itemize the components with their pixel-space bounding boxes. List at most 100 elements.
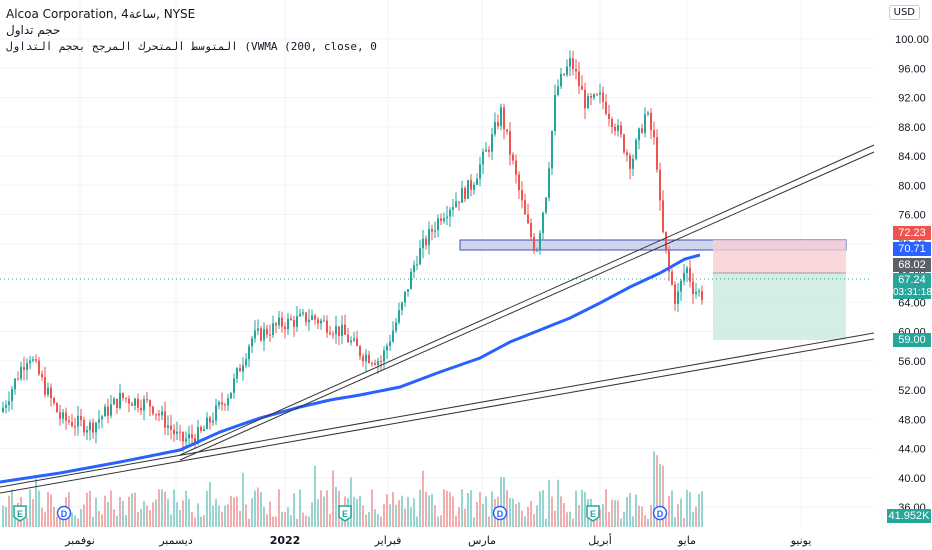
candle-body (278, 317, 280, 326)
candle-body (389, 341, 391, 346)
candle-body (455, 201, 457, 207)
earnings-marker[interactable]: E (13, 505, 27, 522)
candle-body (611, 118, 613, 127)
volume-bar (176, 502, 178, 527)
candle-body (368, 354, 370, 363)
volume-bar (146, 505, 148, 527)
volume-bar (116, 515, 118, 527)
volume-bar (128, 496, 130, 527)
volume-bar (107, 501, 109, 527)
volume-bar (170, 514, 172, 527)
upper-trendline-b[interactable] (179, 151, 875, 461)
candle-body (554, 94, 556, 131)
volume-bar (161, 489, 163, 527)
candle-body (275, 323, 277, 326)
volume-bar (182, 500, 184, 527)
volume-bar (104, 495, 106, 527)
candle-body (215, 405, 217, 421)
candle-body (416, 264, 418, 266)
candle-body (296, 316, 298, 327)
volume-bar (596, 516, 598, 527)
candle-body (626, 152, 628, 156)
earnings-marker[interactable]: E (586, 505, 600, 522)
volume-bar (434, 505, 436, 527)
volume-legend[interactable]: حجم تداول (6, 23, 61, 37)
volume-bar (521, 510, 523, 527)
volume-bar (77, 518, 79, 527)
candle-body (74, 426, 76, 428)
candle-body (71, 421, 73, 427)
volume-bar (512, 498, 514, 527)
candle-body (20, 367, 22, 379)
candle-body (260, 328, 262, 341)
volume-bar (188, 498, 190, 527)
volume-bar (524, 516, 526, 527)
vwma-legend[interactable]: المتوسط المتحرك المرجح بحجم التداول (VWM… (6, 40, 377, 53)
volume-bar (635, 494, 637, 527)
symbol-legend[interactable]: Alcoa Corporation, 4ساعة, NYSE (6, 7, 196, 21)
candle-body (335, 326, 337, 335)
candle-body (245, 359, 247, 366)
candle-body (407, 289, 409, 292)
volume-bar (332, 470, 334, 527)
volume-bar (479, 491, 481, 527)
candle-body (383, 350, 385, 362)
dividend-marker[interactable]: D (492, 505, 508, 521)
candle-body (473, 184, 475, 190)
currency-button[interactable]: USD (888, 5, 920, 20)
volume-bar (179, 510, 181, 527)
vwma-badge: 70.71 (893, 242, 931, 256)
volume-bar (659, 464, 661, 527)
dividend-marker[interactable]: D (56, 505, 72, 521)
candle-body (638, 128, 640, 141)
take-profit-zone[interactable] (713, 273, 846, 340)
volume-bar (197, 503, 199, 527)
volume-bar (47, 492, 49, 527)
candle-body (503, 107, 505, 130)
volume-bar (299, 489, 301, 527)
price-tick-label: 56.00 (898, 356, 926, 368)
time-axis[interactable]: نوفمبر ديسمبر 2022 فبراير مارس أبريل مايو يونيو (64, 533, 811, 547)
upper-trendline-a[interactable] (179, 144, 875, 456)
candle-body (578, 71, 580, 87)
volume-bar (626, 497, 628, 527)
candle-body (218, 402, 220, 406)
candle-body (17, 378, 19, 380)
candle-body (125, 397, 127, 399)
candle-body (98, 419, 100, 423)
earnings-marker[interactable]: E (338, 505, 352, 522)
volume-bar (623, 511, 625, 527)
candle-body (293, 319, 295, 327)
volume-bar (38, 490, 40, 527)
candle-body (509, 131, 511, 155)
volume-bar (527, 507, 529, 527)
lower-trendline-a[interactable] (0, 332, 875, 488)
candle-body (476, 178, 478, 185)
volume-bar (230, 495, 232, 527)
candle-body (542, 212, 544, 234)
volume-bar (677, 504, 679, 527)
price-tick-label: 80.00 (898, 180, 926, 192)
volume-bar (44, 512, 46, 527)
dividend-marker[interactable]: D (652, 505, 668, 521)
candlesticks (2, 50, 703, 453)
candle-body (5, 405, 7, 408)
lower-trendline-b[interactable] (0, 338, 875, 494)
candle-body (686, 267, 688, 273)
price-tick-label: 92.00 (898, 93, 926, 105)
candle-body (161, 411, 163, 416)
candle-body (86, 430, 88, 433)
candle-body (302, 312, 304, 314)
candle-body (632, 158, 634, 169)
volume-bar (140, 508, 142, 527)
volume-bar (533, 514, 535, 527)
volume-bar (89, 490, 91, 527)
stop-loss-zone[interactable] (713, 240, 846, 273)
volume-bar (215, 499, 217, 527)
candle-body (458, 201, 460, 203)
volume-bar (461, 489, 463, 527)
candle-body (374, 363, 376, 365)
volume-bar (572, 518, 574, 527)
volume-bar (389, 504, 391, 527)
